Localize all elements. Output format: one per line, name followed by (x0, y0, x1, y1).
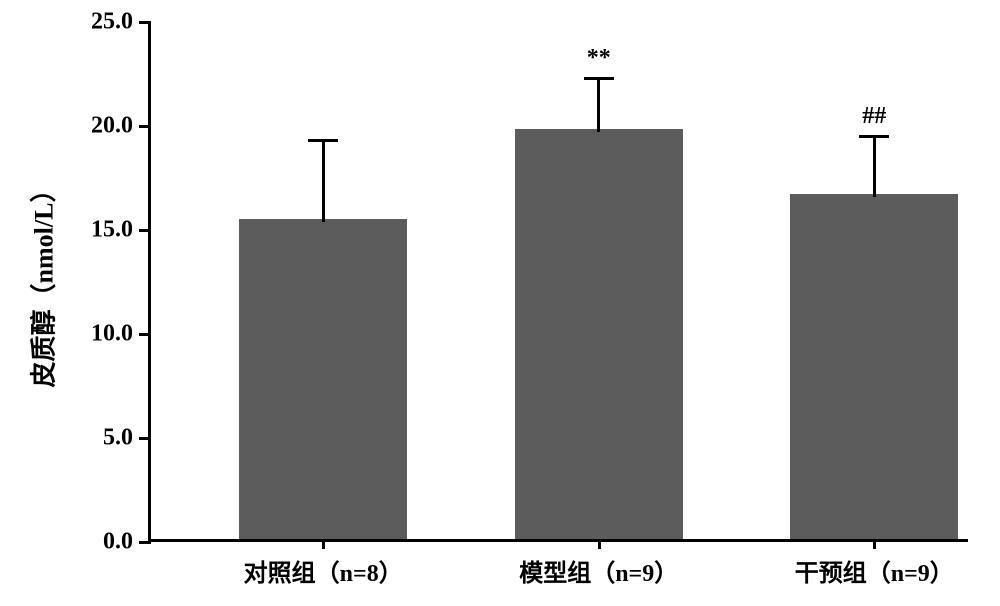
y-tick-label: 25.0 (91, 9, 133, 36)
y-tick-label: 20.0 (91, 113, 133, 140)
y-tick-mark (139, 21, 151, 24)
error-bar-stem (597, 78, 600, 132)
x-tick-mark (873, 539, 876, 549)
bar (790, 194, 958, 539)
error-bar-cap (308, 139, 338, 142)
x-tick-label: 干预组（n=9） (795, 553, 954, 588)
x-tick-label: 对照组（n=8） (244, 553, 403, 588)
y-tick-mark (139, 541, 151, 544)
y-tick-mark (139, 437, 151, 440)
significance-label: ** (587, 45, 611, 72)
y-tick-label: 0.0 (103, 529, 133, 556)
y-tick-mark (139, 333, 151, 336)
error-bar-stem (873, 136, 876, 196)
bar (239, 219, 407, 539)
y-tick-label: 5.0 (103, 425, 133, 452)
x-tick-mark (598, 539, 601, 549)
y-tick-mark (139, 125, 151, 128)
x-tick-label: 模型组（n=9） (519, 553, 678, 588)
y-tick-mark (139, 229, 151, 232)
bar (515, 129, 683, 539)
error-bar-cap (859, 135, 889, 138)
y-tick-label: 10.0 (91, 321, 133, 348)
y-axis-label: 皮质醇（nmol/L） (24, 177, 61, 388)
cortisol-bar-chart: 皮质醇（nmol/L） 0.05.010.015.020.025.0对照组（n=… (0, 0, 1000, 606)
plot-area: 0.05.010.015.020.025.0对照组（n=8）**模型组（n=9）… (148, 22, 968, 542)
x-tick-mark (322, 539, 325, 549)
significance-label: ## (862, 103, 886, 130)
error-bar-cap (584, 77, 614, 80)
y-tick-label: 15.0 (91, 217, 133, 244)
error-bar-stem (322, 141, 325, 222)
